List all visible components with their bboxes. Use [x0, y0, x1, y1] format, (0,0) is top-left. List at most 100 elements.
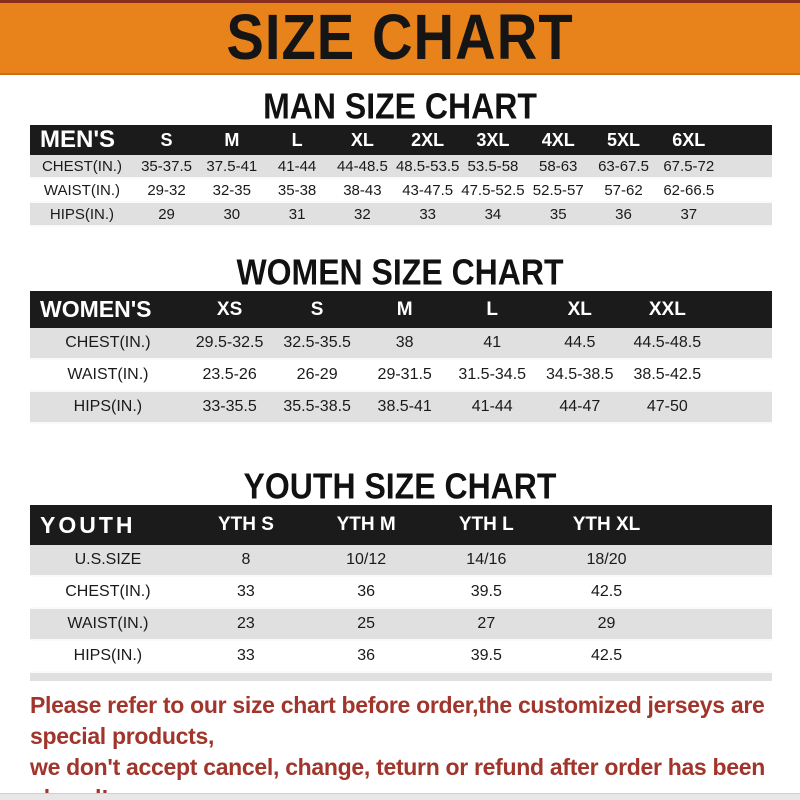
- men-size-value-cell: 34: [460, 203, 526, 227]
- men-size-value-cell: 29-32: [133, 179, 200, 203]
- youth-size-value-cell: 36: [306, 577, 427, 609]
- women-size-value-cell: 29-31.5: [360, 360, 449, 392]
- women-size-value-cell: 35.5-38.5: [273, 392, 361, 424]
- women-row-label: WAIST(IN.): [30, 360, 186, 392]
- youth-row-label: U.S.SIZE: [30, 545, 186, 577]
- women-size-col-header: S: [273, 291, 361, 328]
- women-row-label: CHEST(IN.): [30, 328, 186, 360]
- men-size-value-cell: 47.5-52.5: [460, 179, 526, 203]
- women-size-value-cell: 34.5-38.5: [536, 360, 624, 392]
- women-size-col-header: XL: [536, 291, 624, 328]
- youth-size-value-cell: 14/16: [426, 545, 547, 577]
- women-size-col-header: XXL: [623, 291, 712, 328]
- men-size-value-cell: 32-35: [199, 179, 265, 203]
- men-section-heading: MAN SIZE CHART: [263, 85, 537, 127]
- women-size-value-cell: 38.5-41: [360, 392, 449, 424]
- men-table-row: WAIST(IN.) 29-32 32-35 35-38 38-43 43-47.5 47.…: [30, 179, 772, 203]
- youth-size-col-header: YTH XL: [546, 505, 667, 545]
- youth-size-value-cell: 42.5: [546, 641, 667, 673]
- women-size-value-cell: 47-50: [623, 392, 712, 424]
- youth-size-value-cell: 23: [185, 609, 307, 641]
- men-size-value-cell: 63-67.5: [590, 155, 657, 179]
- men-size-value-cell: 35-38: [264, 179, 330, 203]
- men-size-col-header: S: [133, 125, 200, 155]
- women-size-value-cell: 31.5-34.5: [448, 360, 536, 392]
- men-size-value-cell: 62-66.5: [656, 179, 722, 203]
- men-size-value-cell: 44-48.5: [329, 155, 396, 179]
- youth-size-value-cell: 29: [546, 609, 667, 641]
- youth-size-col-header: YTH L: [426, 505, 547, 545]
- men-row-spacer: [721, 179, 772, 203]
- women-size-col-header: XS: [185, 291, 274, 328]
- youth-table-row: U.S.SIZE 8 10/12 14/16 18/20: [30, 545, 772, 577]
- footer-disclaimer: Please refer to our size chart before or…: [30, 690, 780, 800]
- youth-size-value-cell: 33: [185, 577, 307, 609]
- men-size-value-cell: 32: [329, 203, 396, 227]
- youth-row-label: WAIST(IN.): [30, 609, 186, 641]
- women-size-value-cell: 32.5-35.5: [273, 328, 361, 360]
- women-table-row: HIPS(IN.) 33-35.5 35.5-38.5 38.5-41 41-44 44-…: [30, 392, 772, 424]
- men-size-col-header: 3XL: [460, 125, 526, 155]
- men-size-value-cell: 29: [133, 203, 200, 227]
- youth-size-value-cell: 39.5: [426, 577, 547, 609]
- men-group-label: MEN'S: [30, 125, 134, 155]
- women-header-row: WOMEN'S XS S M L XL XXL: [30, 291, 772, 328]
- men-table-row: CHEST(IN.) 35-37.5 37.5-41 41-44 44-48.5 48.5…: [30, 155, 772, 179]
- men-size-value-cell: 48.5-53.5: [395, 155, 461, 179]
- youth-header-spacer: [666, 505, 772, 545]
- youth-size-value-cell: 42.5: [546, 577, 667, 609]
- youth-section-heading: YOUTH SIZE CHART: [243, 465, 557, 507]
- youth-size-value-cell: 36: [306, 641, 427, 673]
- men-size-col-header: XL: [329, 125, 396, 155]
- men-size-value-cell: 58-63: [525, 155, 591, 179]
- men-header-row: MEN'S S M L XL 2XL 3XL 4XL 5XL 6XL: [30, 125, 772, 155]
- men-size-col-header: L: [264, 125, 330, 155]
- youth-group-label: YOUTH: [30, 505, 186, 545]
- women-table-row: WAIST(IN.) 23.5-26 26-29 29-31.5 31.5-34.5 34…: [30, 360, 772, 392]
- youth-size-value-cell: 27: [426, 609, 547, 641]
- men-header-spacer: [721, 125, 772, 155]
- youth-row-spacer: [666, 545, 772, 577]
- youth-table-row: CHEST(IN.) 33 36 39.5 42.5: [30, 577, 772, 609]
- men-row-label: WAIST(IN.): [30, 179, 134, 203]
- youth-row-label: HIPS(IN.): [30, 641, 186, 673]
- men-row-label: CHEST(IN.): [30, 155, 134, 179]
- men-size-value-cell: 37: [656, 203, 722, 227]
- youth-size-value-cell: 8: [185, 545, 307, 577]
- women-size-value-cell: 33-35.5: [185, 392, 274, 424]
- men-size-value-cell: 52.5-57: [525, 179, 591, 203]
- youth-table-row: WAIST(IN.) 23 25 27 29: [30, 609, 772, 641]
- men-row-spacer: [721, 155, 772, 179]
- women-group-label: WOMEN'S: [30, 291, 186, 328]
- men-size-table: MEN'S S M L XL 2XL 3XL 4XL 5XL 6XL CHEST(IN.) 35-37…: [30, 125, 772, 227]
- men-size-value-cell: 38-43: [329, 179, 396, 203]
- men-size-value-cell: 41-44: [264, 155, 330, 179]
- men-size-value-cell: 67.5-72: [656, 155, 722, 179]
- men-size-value-cell: 53.5-58: [460, 155, 526, 179]
- women-size-value-cell: 41: [448, 328, 536, 360]
- women-size-col-header: L: [448, 291, 536, 328]
- women-size-value-cell: 38: [360, 328, 449, 360]
- women-row-spacer: [711, 392, 772, 424]
- women-size-value-cell: 44.5-48.5: [623, 328, 712, 360]
- women-size-value-cell: 44.5: [536, 328, 624, 360]
- women-row-spacer: [711, 360, 772, 392]
- bottom-edge-strip: [0, 793, 800, 800]
- youth-row-label: CHEST(IN.): [30, 577, 186, 609]
- men-size-col-header: 2XL: [395, 125, 461, 155]
- men-size-value-cell: 36: [590, 203, 657, 227]
- men-size-value-cell: 33: [395, 203, 461, 227]
- men-table-row: HIPS(IN.) 29 30 31 32 33 34 35 36 37: [30, 203, 772, 227]
- men-size-value-cell: 43-47.5: [395, 179, 461, 203]
- men-size-value-cell: 37.5-41: [199, 155, 265, 179]
- men-size-col-header: 4XL: [525, 125, 591, 155]
- men-size-value-cell: 57-62: [590, 179, 657, 203]
- title-banner: SIZE CHART: [0, 3, 800, 75]
- youth-size-col-header: YTH S: [185, 505, 307, 545]
- men-size-value-cell: 35-37.5: [133, 155, 200, 179]
- women-size-value-cell: 23.5-26: [185, 360, 274, 392]
- page-title: SIZE CHART: [226, 2, 574, 74]
- men-size-value-cell: 31: [264, 203, 330, 227]
- youth-size-value-cell: 10/12: [306, 545, 427, 577]
